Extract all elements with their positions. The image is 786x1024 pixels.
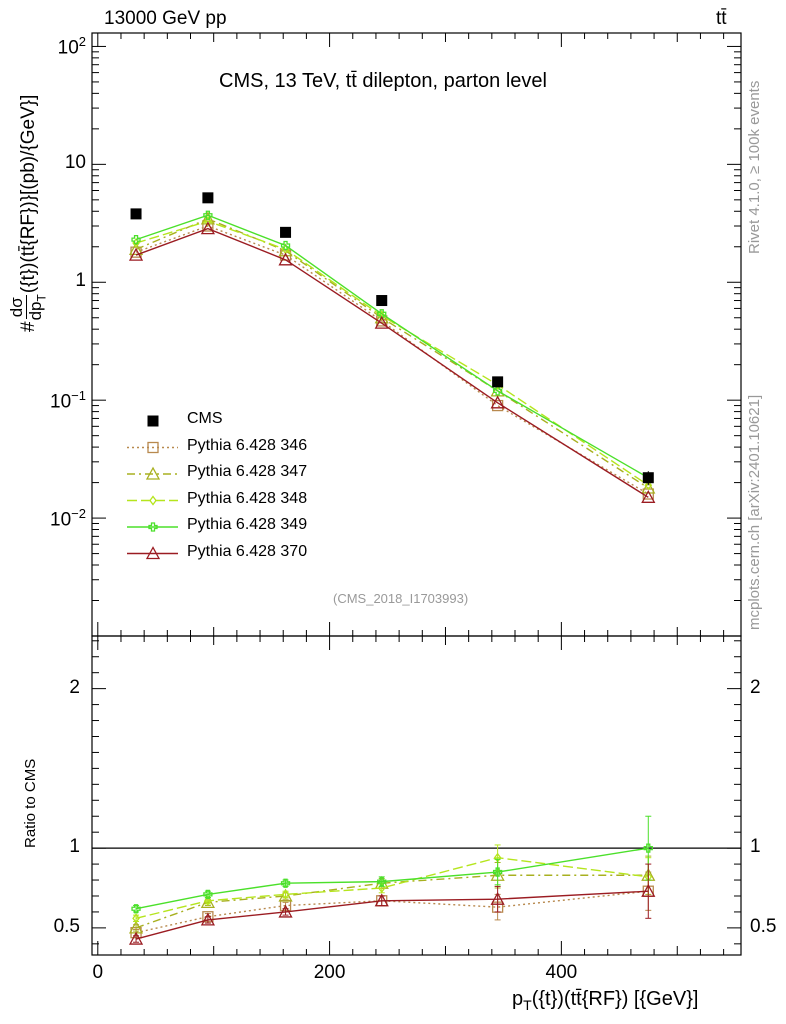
x-axis-label: pT({t})(tt̄{RF}) [{GeV}] [512,988,699,1013]
legend-marker-0 [147,441,159,454]
series-point-4 [374,315,389,329]
ratio-point-3 [492,867,503,877]
ratio-point-3 [131,904,141,914]
x-tick-label: 400 [545,962,578,983]
series-point-4 [128,247,144,261]
ratio-y-tick-label-right: 2 [750,676,761,698]
data-point [202,192,214,204]
ratio-y-tick-label-right: 1 [750,836,761,858]
series-line-3 [135,214,649,479]
final-state-label: tt̄ [716,8,727,29]
ratio-point-4 [278,904,293,918]
legend-marker-data [147,415,159,427]
series-point-3 [203,210,213,220]
ratio-point-4 [641,883,656,897]
ratio-line-1 [135,874,649,929]
ratio-y-tick-label: 0.5 [53,915,80,937]
process-label: 13000 GeV pp [104,8,227,29]
series-point-3 [377,309,387,319]
legend-label-1: Pythia 6.428 347 [187,463,308,480]
ratio-point-2 [281,889,290,900]
legend-label-4: Pythia 6.428 370 [187,542,308,560]
ratio-line-3 [135,847,649,910]
series-point-3 [131,234,141,245]
series-point-4 [278,252,293,266]
legend [127,415,178,560]
ratio-point-3 [643,843,653,853]
data-point [492,376,504,388]
series-point-4 [641,489,656,503]
x-tick-label: 0 [92,962,104,983]
series-point-3 [280,240,291,251]
ratio-point-3 [203,889,213,900]
data-point [280,226,292,238]
legend-marker-3 [148,522,158,532]
ratio-point-4 [374,893,389,907]
ratio-line-4 [135,890,649,940]
ratio-point-2 [204,895,212,906]
ratio-y-tick-label-right: 0.5 [750,915,777,937]
series-line-1 [135,218,649,489]
mcplots-label: mcplots.cern.ch [arXiv:2401.10621] [746,394,763,630]
ratio-y-tick-label: 2 [69,676,80,698]
series-line-4 [135,227,649,498]
ratio-y-axis-label: Ratio to CMS [22,758,39,848]
y-tick-label: 1 [75,270,86,292]
ratio-point-3 [280,878,291,888]
data-point [642,472,654,484]
x-tick-label: 200 [313,962,346,983]
ratio-point-3 [377,876,387,887]
y-tick-label: 102 [57,34,86,59]
ratio-frame [91,635,742,956]
series-line-2 [135,220,649,486]
y-tick-label: 10−1 [50,388,86,413]
series-point-4 [200,221,215,235]
legend-label-data: CMS [187,410,223,427]
data-point [130,208,142,220]
main-y-axis-label: # dσ dpT ({t})(tt̄{RF})}[(pb)/{GeV}] [7,94,49,332]
ratio-line-2 [135,856,649,919]
y-tick-label: 10 [64,152,86,174]
data-point [376,295,388,307]
series-point-1 [641,480,656,494]
ratio-line-0 [135,890,649,934]
legend-label-0: Pythia 6.428 346 [187,436,308,454]
legend-marker-1 [145,466,161,480]
analysis-tag: (CMS_2018_I1703993) [333,591,469,606]
ratio-point-4 [490,891,505,905]
ratio-point-4 [128,931,144,945]
ratio-point-4 [200,912,215,926]
ratio-point-1 [278,888,293,902]
series-point-2 [644,480,653,491]
legend-label-2: Pythia 6.428 348 [187,489,308,507]
legend-marker-4 [145,546,161,560]
rivet-version-label: Rivet 4.1.0, ≥ 100k events [746,80,763,254]
ratio-panel [91,635,742,956]
series-point-4 [490,395,505,409]
legend-label-3: Pythia 6.428 349 [187,516,308,533]
ratio-y-tick-label: 1 [69,836,80,858]
y-tick-label: 10−2 [50,506,86,531]
legend-marker-2 [149,495,157,506]
plot-title: CMS, 13 TeV, tt̄ dilepton, parton level [219,70,547,92]
ratio-point-2 [132,913,140,924]
